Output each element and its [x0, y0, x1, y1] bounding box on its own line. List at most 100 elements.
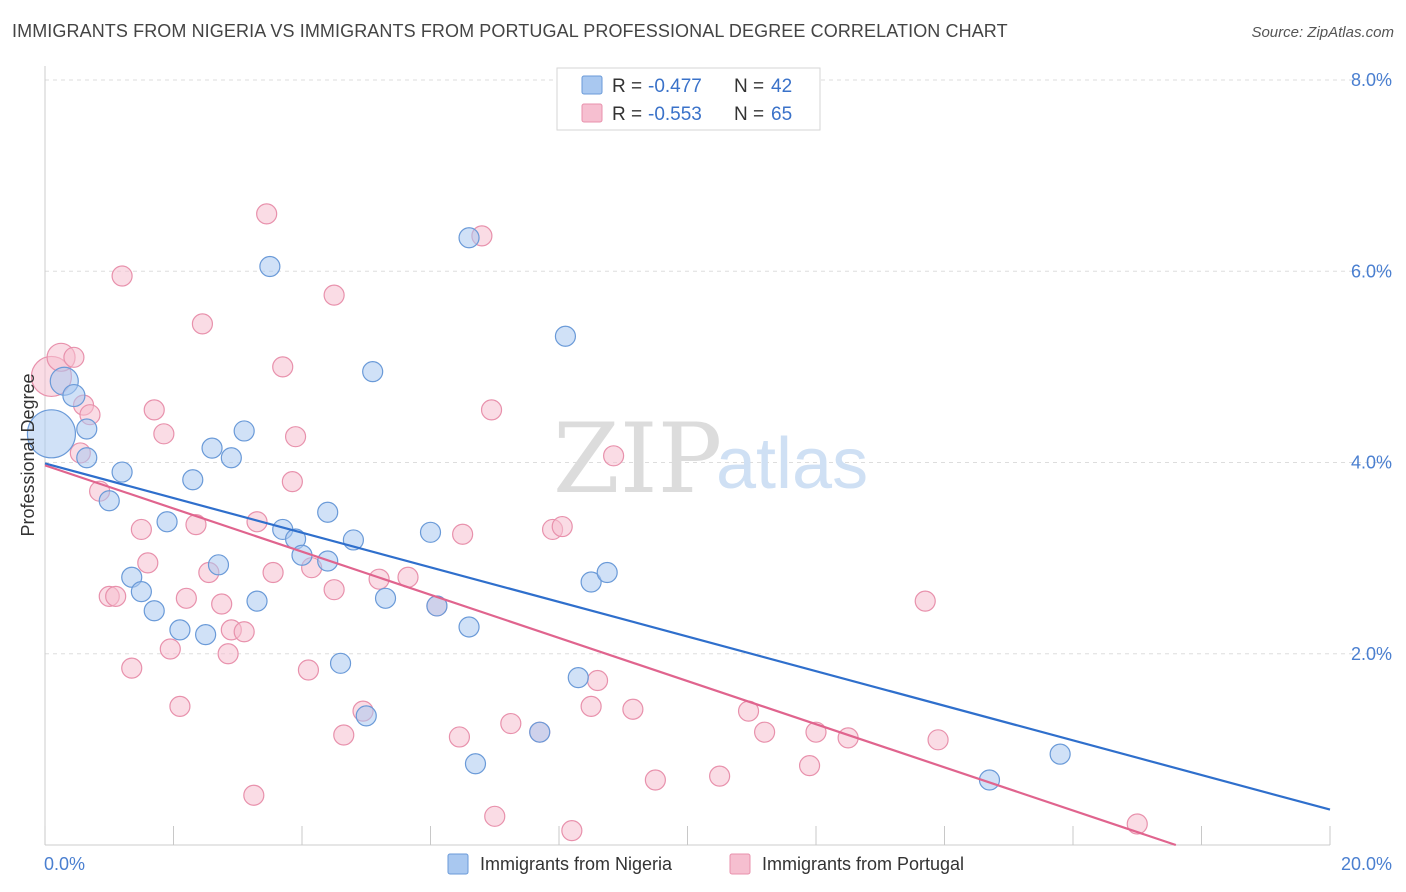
- nigeria-point: [201, 437, 223, 459]
- nigeria-point: [464, 753, 487, 775]
- x-tick-label: 20.0%: [1341, 854, 1392, 874]
- portugal-point: [217, 643, 239, 665]
- portugal-point: [603, 445, 625, 467]
- legend-n-label: N =: [734, 104, 764, 125]
- nigeria-point: [554, 325, 577, 347]
- portugal-point: [561, 820, 583, 842]
- y-tick-label: 8.0%: [1351, 70, 1392, 90]
- legend-r-nigeria: -0.477: [648, 76, 702, 97]
- source-credit: Source: ZipAtlas.com: [1251, 24, 1394, 41]
- series-legend-swatch-portugal: [729, 853, 751, 875]
- portugal-point: [191, 313, 214, 335]
- portugal-point: [130, 518, 152, 541]
- nigeria-point: [207, 554, 230, 576]
- nigeria-point: [98, 490, 120, 512]
- legend-n-label: N =: [734, 76, 764, 97]
- portugal-point: [243, 784, 265, 806]
- portugal-point: [121, 657, 143, 679]
- y-axis-title: Professional Degree: [18, 373, 38, 536]
- legend-swatch-portugal: [581, 103, 603, 123]
- portugal-point: [622, 698, 644, 720]
- series-legend: Immigrants from Nigeria Immigrants from …: [447, 853, 964, 875]
- nigeria-point: [26, 409, 77, 459]
- portugal-point: [153, 423, 175, 445]
- portugal-point: [175, 587, 197, 609]
- portugal-point: [500, 712, 522, 735]
- portugal-point: [1126, 813, 1148, 835]
- watermark-zip: ZIP: [553, 403, 722, 515]
- legend-n-nigeria: 42: [771, 76, 792, 97]
- portugal-point: [644, 769, 666, 791]
- nigeria-trend-line: [44, 462, 1331, 811]
- legend-n-portugal: 65: [771, 104, 792, 125]
- portugal-point: [281, 471, 303, 493]
- nigeria-point: [596, 561, 618, 584]
- portugal-point: [480, 399, 503, 421]
- portugal-point: [143, 399, 165, 421]
- portugal-point: [297, 659, 320, 681]
- nigeria-point: [246, 590, 268, 612]
- watermark: ZIP atlas: [553, 403, 868, 515]
- portugal-point: [798, 755, 821, 777]
- portugal-point: [753, 721, 776, 743]
- nigeria-point: [329, 652, 352, 674]
- grid-lines: [45, 79, 1390, 655]
- portugal-point: [284, 426, 307, 448]
- portugal-point: [323, 579, 345, 601]
- portugal-point: [927, 729, 949, 751]
- portugal-point: [452, 523, 474, 545]
- nigeria-point: [182, 469, 204, 491]
- portugal-point: [368, 568, 390, 590]
- legend-r-label: R =: [612, 76, 642, 97]
- nigeria-point: [317, 501, 339, 523]
- nigeria-point: [195, 624, 217, 646]
- correlation-legend: R = -0.477 N = 42 R = -0.553 N = 65: [556, 67, 821, 131]
- nigeria-point: [458, 616, 480, 638]
- nigeria-point: [220, 447, 242, 469]
- nigeria-point: [1049, 743, 1071, 765]
- portugal-point: [914, 590, 936, 612]
- portugal-point: [580, 695, 602, 717]
- nigeria-point: [259, 255, 281, 278]
- nigeria-point: [374, 587, 397, 609]
- nigeria-point: [419, 521, 442, 543]
- portugal-point: [137, 552, 159, 574]
- legend-swatch-nigeria: [581, 75, 603, 95]
- portugal-point: [272, 356, 294, 378]
- nigeria-point: [567, 667, 589, 689]
- portugal-point: [185, 514, 207, 536]
- data-points: [26, 203, 1148, 842]
- series-legend-label-portugal: Immigrants from Portugal: [762, 854, 964, 874]
- series-legend-swatch-nigeria: [447, 853, 469, 875]
- nigeria-point: [529, 721, 551, 743]
- nigeria-point: [143, 600, 165, 622]
- portugal-point: [805, 721, 827, 743]
- nigeria-point: [580, 571, 602, 593]
- y-tick-label: 4.0%: [1351, 453, 1392, 473]
- portugal-point: [105, 585, 127, 607]
- nigeria-point: [169, 619, 191, 641]
- x-tick-label: 0.0%: [44, 854, 85, 874]
- portugal-point: [159, 638, 181, 660]
- nigeria-point: [111, 461, 133, 483]
- portugal-point: [256, 203, 278, 225]
- tick-labels: 2.0% 4.0% 6.0% 8.0% 0.0% 20.0%: [44, 70, 1392, 874]
- chart-title: IMMIGRANTS FROM NIGERIA VS IMMIGRANTS FR…: [12, 21, 1008, 41]
- portugal-point: [211, 593, 233, 615]
- watermark-atlas: atlas: [716, 424, 868, 504]
- portugal-point: [323, 284, 345, 306]
- portugal-trend-line: [44, 464, 1177, 847]
- series-legend-label-nigeria: Immigrants from Nigeria: [480, 854, 673, 874]
- portugal-point: [262, 561, 284, 584]
- nigeria-point: [233, 420, 255, 442]
- legend-r-portugal: -0.553: [648, 104, 702, 125]
- portugal-point: [709, 765, 731, 787]
- portugal-point: [169, 695, 191, 717]
- nigeria-point: [156, 511, 178, 533]
- nigeria-point: [362, 361, 384, 383]
- legend-r-label: R =: [612, 104, 642, 125]
- portugal-point: [246, 511, 268, 533]
- nigeria-point: [458, 227, 480, 249]
- portugal-point: [484, 805, 506, 827]
